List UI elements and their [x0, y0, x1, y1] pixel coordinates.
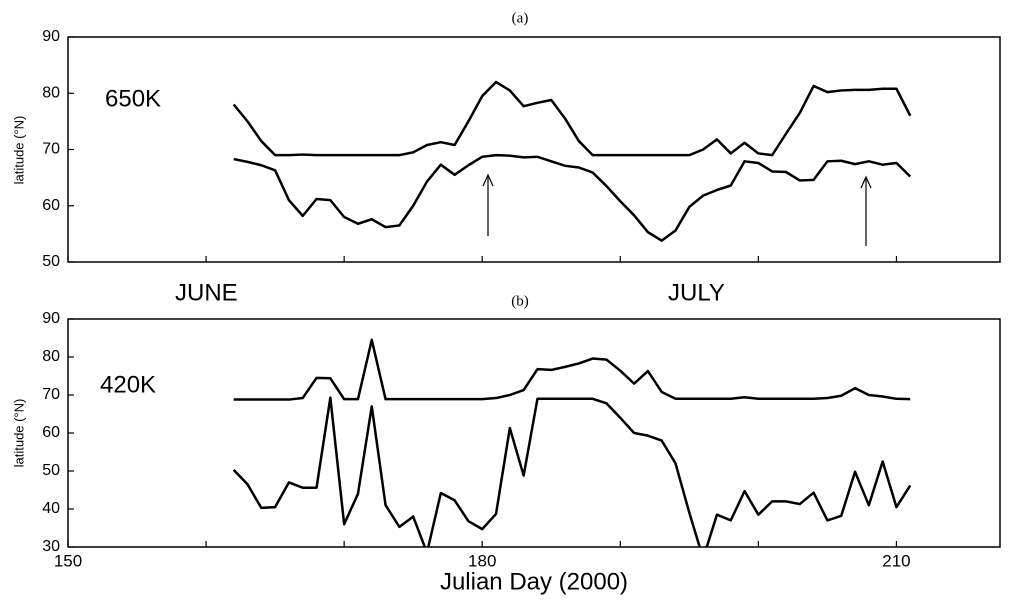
- y-tick-label: 50: [42, 462, 60, 479]
- data-line: [232, 80, 912, 157]
- arrow: [482, 173, 872, 246]
- y-tick-label: 40: [42, 500, 60, 517]
- y-tick-label: 90: [42, 28, 60, 45]
- y-tick-label: 70: [42, 386, 60, 403]
- month-label: JULY: [668, 279, 725, 306]
- x-tick-label: 210: [882, 551, 910, 570]
- y-tick-label: 90: [42, 310, 60, 327]
- y-tick-label: 60: [42, 424, 60, 441]
- plot-frame: [67, 36, 1001, 263]
- y-tick-label: 50: [42, 253, 60, 270]
- y-tick-label: 70: [42, 141, 60, 158]
- y-tick-label: 80: [42, 348, 60, 365]
- level-label: 650K: [105, 85, 161, 112]
- x-tick-label: 150: [54, 551, 82, 570]
- panel-title: (a): [512, 10, 529, 26]
- data-line: [232, 396, 912, 547]
- month-label: JUNE: [175, 279, 238, 306]
- y-tick-label: 60: [42, 197, 60, 214]
- level-label: 420K: [100, 371, 156, 398]
- plot-area: [232, 80, 912, 242]
- plot-area: [232, 338, 912, 547]
- y-axis-label: latitude (°N): [11, 116, 26, 185]
- x-axis-label: Julian Day (2000): [440, 568, 628, 595]
- plot-frame: [67, 318, 1001, 548]
- data-line: [233, 153, 912, 242]
- y-tick-label: 30: [42, 538, 60, 555]
- panel-title: (b): [511, 293, 529, 309]
- data-line: [233, 338, 911, 401]
- y-axis-label: latitude (°N): [11, 399, 26, 468]
- y-tick-label: 80: [42, 84, 60, 101]
- x-tick-label: 180: [468, 551, 496, 570]
